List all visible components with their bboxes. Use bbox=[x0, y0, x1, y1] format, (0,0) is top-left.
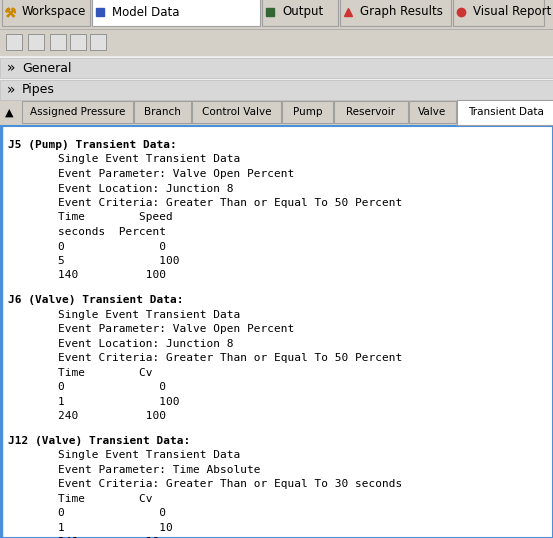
Bar bbox=[282, 101, 333, 123]
Text: General: General bbox=[22, 61, 71, 74]
Text: Valve: Valve bbox=[419, 107, 447, 117]
Text: 0              0: 0 0 bbox=[58, 382, 166, 392]
Text: Control Valve: Control Valve bbox=[202, 107, 272, 117]
Bar bbox=[340, 0, 451, 26]
Bar bbox=[28, 34, 44, 50]
Text: 240          10: 240 10 bbox=[58, 537, 159, 538]
Text: 0              0: 0 0 bbox=[58, 242, 166, 251]
Text: 1              10: 1 10 bbox=[58, 523, 173, 533]
Text: 140          100: 140 100 bbox=[58, 271, 166, 280]
Text: Event Parameter: Valve Open Percent: Event Parameter: Valve Open Percent bbox=[58, 324, 294, 334]
Text: Event Criteria: Greater Than or Equal To 50 Percent: Event Criteria: Greater Than or Equal To… bbox=[58, 198, 402, 208]
Text: 0              0: 0 0 bbox=[58, 508, 166, 518]
Bar bbox=[0, 29, 553, 55]
Bar bbox=[334, 101, 408, 123]
Text: Single Event Transient Data: Single Event Transient Data bbox=[58, 310, 240, 320]
Text: Time        Cv: Time Cv bbox=[58, 494, 153, 504]
Text: Pipes: Pipes bbox=[22, 83, 55, 96]
Text: Event Parameter: Valve Open Percent: Event Parameter: Valve Open Percent bbox=[58, 169, 294, 179]
Text: J5 (Pump) Transient Data:: J5 (Pump) Transient Data: bbox=[8, 140, 177, 150]
Text: Event Location: Junction 8: Event Location: Junction 8 bbox=[58, 183, 233, 194]
Text: »: » bbox=[7, 61, 15, 75]
Text: Event Criteria: Greater Than or Equal To 30 seconds: Event Criteria: Greater Than or Equal To… bbox=[58, 479, 402, 489]
Text: Graph Results: Graph Results bbox=[360, 5, 443, 18]
Bar bbox=[2, 0, 90, 26]
Text: Reservoir: Reservoir bbox=[346, 107, 395, 117]
Bar bbox=[457, 100, 553, 125]
Text: Event Criteria: Greater Than or Equal To 50 Percent: Event Criteria: Greater Than or Equal To… bbox=[58, 353, 402, 363]
Bar bbox=[409, 101, 456, 123]
Text: Time        Speed: Time Speed bbox=[58, 213, 173, 223]
Bar bbox=[90, 34, 106, 50]
Bar bbox=[134, 101, 191, 123]
Bar bbox=[0, 0, 553, 28]
Bar bbox=[70, 34, 86, 50]
Bar bbox=[22, 101, 133, 123]
Text: Single Event Transient Data: Single Event Transient Data bbox=[58, 450, 240, 461]
Text: Assigned Pressure: Assigned Pressure bbox=[30, 107, 125, 117]
Text: ▲: ▲ bbox=[5, 108, 13, 118]
Text: 240          100: 240 100 bbox=[58, 411, 166, 421]
Text: Single Event Transient Data: Single Event Transient Data bbox=[58, 154, 240, 165]
Text: Event Parameter: Time Absolute: Event Parameter: Time Absolute bbox=[58, 465, 260, 475]
Text: Model Data: Model Data bbox=[112, 5, 180, 18]
Bar bbox=[92, 0, 260, 26]
Bar bbox=[192, 101, 281, 123]
Bar bbox=[0, 58, 553, 78]
Text: Output: Output bbox=[282, 5, 324, 18]
Bar bbox=[6, 34, 22, 50]
Text: Transient Data: Transient Data bbox=[468, 107, 545, 117]
Text: seconds  Percent: seconds Percent bbox=[58, 227, 166, 237]
Text: 1              100: 1 100 bbox=[58, 397, 180, 407]
Text: Visual Report: Visual Report bbox=[473, 5, 551, 18]
Bar bbox=[0, 126, 553, 538]
Bar bbox=[0, 100, 553, 126]
Text: Event Location: Junction 8: Event Location: Junction 8 bbox=[58, 338, 233, 349]
Bar bbox=[0, 126, 2, 538]
Text: Workspace: Workspace bbox=[22, 5, 86, 18]
Text: Branch: Branch bbox=[144, 107, 181, 117]
Bar bbox=[50, 34, 66, 50]
Bar bbox=[0, 80, 553, 100]
Text: 5              100: 5 100 bbox=[58, 256, 180, 266]
Text: »: » bbox=[7, 83, 15, 97]
Bar bbox=[453, 0, 544, 26]
Bar bbox=[262, 0, 338, 26]
Text: J6 (Valve) Transient Data:: J6 (Valve) Transient Data: bbox=[8, 295, 184, 305]
Text: Time        Cv: Time Cv bbox=[58, 367, 153, 378]
Text: J12 (Valve) Transient Data:: J12 (Valve) Transient Data: bbox=[8, 436, 190, 446]
Text: Pump: Pump bbox=[293, 107, 322, 117]
